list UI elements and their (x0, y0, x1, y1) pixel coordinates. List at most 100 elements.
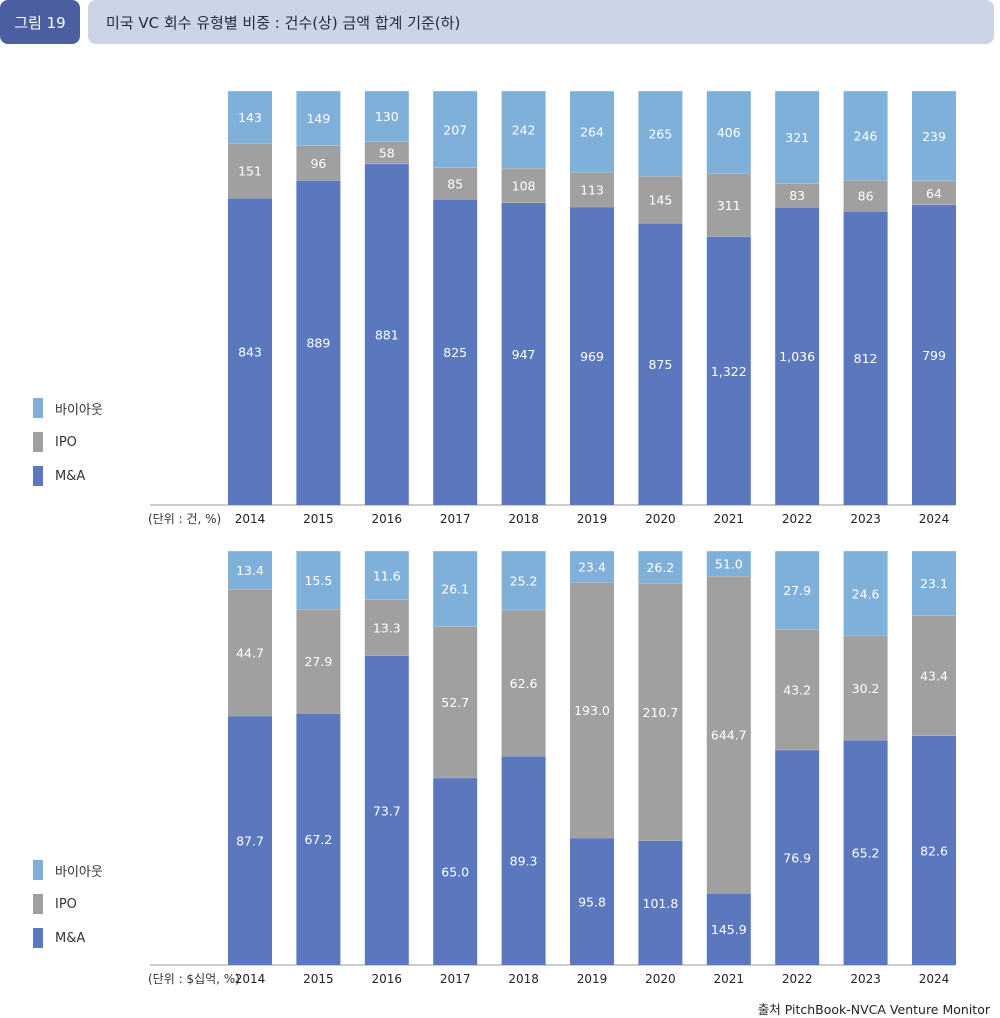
data-label-buyout-2018: 242 (512, 123, 536, 138)
x-tick-label-2020: 2020 (645, 512, 676, 526)
bar-segment-ma-2019 (570, 837, 614, 965)
x-tick-label-2014: 2014 (235, 512, 266, 526)
data-label-buyout-2020: 26.2 (646, 560, 674, 575)
bar-segment-ipo-2016 (364, 599, 409, 656)
data-label-ma-2021: 1,322 (711, 364, 747, 379)
bar-segment-buyout-2023 (843, 551, 888, 636)
bar-segment-buyout-2020 (638, 551, 683, 584)
figure-label: 그림 19 (0, 0, 80, 44)
legend-label-ipo: IPO (55, 896, 77, 912)
legend-item-ipo: IPO (33, 887, 103, 921)
legend-swatch-ma (33, 466, 43, 486)
data-label-ipo-2024: 64 (926, 186, 942, 201)
data-label-ipo-2020: 210.7 (643, 705, 679, 720)
bar-segment-ma-2019 (570, 206, 614, 505)
legend-item-buyout: 바이아웃 (33, 391, 103, 425)
bar-segment-buyout-2017 (433, 91, 478, 168)
data-label-buyout-2014: 143 (238, 110, 262, 125)
bar-segment-ipo-2024 (912, 180, 956, 205)
figure-header: 그림 19 미국 VC 회수 유형별 비중 : 건수(상) 금액 합계 기준(하… (0, 0, 1000, 44)
data-label-ipo-2023: 86 (858, 189, 874, 204)
data-label-ma-2015: 889 (306, 336, 330, 351)
data-label-ma-2023: 812 (854, 351, 878, 366)
bar-segment-ipo-2023 (843, 180, 888, 212)
bar-segment-ma-2021 (706, 893, 751, 965)
bar-segment-ma-2014 (228, 198, 272, 505)
data-label-buyout-2019: 23.4 (578, 560, 606, 575)
bar-segment-ipo-2014 (228, 143, 272, 199)
bar-segment-ma-2023 (843, 211, 888, 505)
legend-label-buyout: 바이아웃 (55, 864, 103, 880)
bar-segment-ipo-2022 (775, 183, 820, 208)
data-label-ipo-2022: 43.2 (783, 682, 811, 697)
data-label-ma-2016: 881 (375, 327, 399, 342)
data-label-ma-2017: 825 (443, 345, 467, 360)
x-tick-label-2022: 2022 (782, 512, 813, 526)
x-tick-label-2023: 2023 (850, 512, 881, 526)
bar-segment-ipo-2021 (706, 576, 751, 894)
data-label-ma-2019: 969 (580, 349, 604, 364)
x-tick-label-2016: 2016 (372, 972, 403, 986)
data-label-buyout-2014: 13.4 (236, 563, 264, 578)
data-label-buyout-2016: 11.6 (373, 568, 401, 583)
legend-swatch-buyout (33, 398, 43, 418)
data-label-buyout-2015: 15.5 (304, 573, 332, 588)
data-label-ipo-2022: 83 (789, 188, 805, 203)
data-label-ipo-2015: 96 (310, 156, 326, 171)
bar-segment-buyout-2024 (912, 91, 956, 181)
chart-deal-value-svg: (단위 : $십억, %) 87.7 44.7 13.4 2014 67.2 27.9 15.… (148, 550, 956, 986)
data-label-ma-2019: 95.8 (578, 894, 606, 909)
chart-deal-count: (단위 : 건, %) 843 151 143 2014 889 96 149 2015 881 5… (0, 88, 1000, 528)
bar-segment-ipo-2018 (501, 609, 546, 757)
data-label-ipo-2024: 43.4 (920, 668, 948, 683)
bar-segment-ma-2017 (433, 199, 478, 506)
data-label-buyout-2021: 406 (717, 125, 741, 140)
figure-title-bar: 미국 VC 회수 유형별 비중 : 건수(상) 금액 합계 기준(하) (88, 0, 994, 44)
data-label-ipo-2017: 52.7 (441, 695, 469, 710)
bar-segment-buyout-2015 (296, 91, 341, 146)
data-label-ipo-2021: 311 (717, 198, 741, 213)
x-tick-label-2019: 2019 (577, 512, 608, 526)
bar-segment-ma-2015 (296, 713, 341, 965)
data-label-buyout-2021: 51.0 (715, 557, 743, 572)
data-label-ipo-2019: 193.0 (574, 703, 610, 718)
bar-segment-ipo-2015 (296, 145, 341, 181)
x-tick-label-2018: 2018 (508, 512, 539, 526)
data-label-ma-2020: 101.8 (643, 896, 679, 911)
data-label-ipo-2023: 30.2 (852, 681, 880, 696)
bar-segment-ipo-2021 (706, 173, 751, 237)
bar-segment-ipo-2023 (843, 635, 888, 741)
x-tick-label-2024: 2024 (919, 972, 950, 986)
bar-segment-buyout-2022 (775, 91, 820, 184)
data-label-ipo-2018: 62.6 (510, 676, 538, 691)
figure-title: 미국 VC 회수 유형별 비중 : 건수(상) 금액 합계 기준(하) (106, 13, 461, 32)
x-tick-label-2021: 2021 (714, 972, 745, 986)
x-tick-label-2015: 2015 (303, 512, 334, 526)
x-tick-label-2023: 2023 (850, 972, 881, 986)
bar-segment-ipo-2016 (364, 141, 409, 164)
x-tick-label-2022: 2022 (782, 972, 813, 986)
data-label-buyout-2023: 24.6 (852, 586, 880, 601)
legend-swatch-ipo (33, 894, 43, 914)
data-label-ma-2024: 799 (922, 348, 946, 363)
bar-segment-buyout-2022 (775, 551, 820, 630)
legend-deal-count: 바이아웃 IPO M&A (33, 391, 103, 493)
chart-deal-value: (단위 : $십억, %) 87.7 44.7 13.4 2014 67.2 27.9 15.… (0, 548, 1000, 988)
chart-deal-count-svg: (단위 : 건, %) 843 151 143 2014 889 96 149 2015 881 5… (148, 90, 956, 526)
data-label-ipo-2015: 27.9 (304, 654, 332, 669)
bar-segment-buyout-2023 (843, 91, 888, 181)
bar-segment-ma-2022 (775, 207, 820, 505)
bar-segment-ma-2014 (228, 715, 272, 965)
bar-segment-ma-2023 (843, 740, 888, 965)
data-label-buyout-2017: 26.1 (441, 582, 469, 597)
data-label-ipo-2019: 113 (580, 183, 604, 198)
legend-swatch-ma (33, 928, 43, 948)
legend-label-ipo: IPO (55, 434, 77, 450)
legend-item-buyout: 바이아웃 (33, 853, 103, 887)
bar-segment-ma-2024 (912, 204, 956, 505)
data-label-ma-2018: 89.3 (510, 854, 538, 869)
bar-segment-buyout-2019 (570, 551, 614, 583)
data-label-buyout-2023: 246 (854, 129, 878, 144)
bar-segment-ipo-2015 (296, 609, 341, 714)
data-label-ma-2016: 73.7 (373, 803, 401, 818)
